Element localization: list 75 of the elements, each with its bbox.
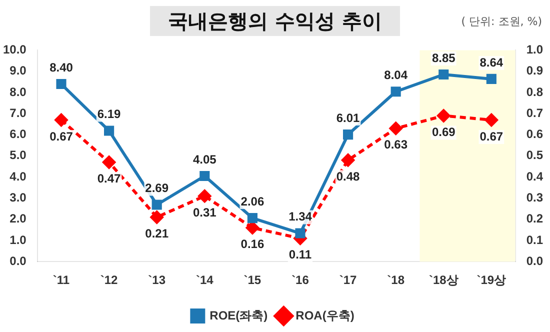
point [152, 200, 162, 210]
point [200, 170, 210, 182]
y-tick-label: 2.0 [10, 212, 27, 226]
point [342, 154, 355, 167]
y-tick-label: 7.0 [10, 106, 27, 120]
point [104, 126, 114, 136]
x-tick-label: `13 [148, 273, 166, 288]
x-tick-label: `11 [52, 273, 70, 288]
text: ( 단위: 조원, %) [461, 14, 542, 29]
point [150, 210, 164, 224]
point [342, 130, 354, 140]
point [102, 156, 116, 169]
y2-tick-label: 0.2 [526, 212, 544, 226]
point [486, 74, 496, 84]
y2-tick-label: 0.0 [526, 254, 544, 268]
y-tick-label: 3.0 [10, 190, 27, 204]
data-label: 0.47 [97, 172, 122, 186]
y2-tick-label: 1.0 [526, 42, 544, 57]
data-label: 8.85 [432, 50, 456, 65]
y2-tick-label: 0.8 [526, 84, 544, 99]
y-tick-label: 1.0 [10, 232, 27, 247]
y2-tick-label: 0.9 [526, 64, 544, 78]
legend-label: ROE(좌축) [210, 308, 268, 322]
x-tick-label: `18상 [428, 273, 458, 288]
data-label: 8.64 [480, 55, 504, 70]
point [246, 221, 259, 234]
x-tick-label: `18 [387, 273, 405, 288]
data-label: 1.34 [288, 210, 312, 224]
y-tick-label: 10.0 [2, 42, 27, 57]
x-tick-label: `19상 [476, 273, 506, 288]
x-tick-label: `15 [244, 273, 262, 288]
data-label: 6.19 [97, 107, 122, 122]
data-label: 0.67 [50, 129, 74, 144]
chart-title: 국내은행의 수익성 추이 [168, 8, 382, 34]
y-tick-label: 4.0 [10, 169, 27, 184]
point [295, 228, 306, 238]
y2-tick-label: 0.7 [526, 106, 544, 120]
data-label: 0.11 [288, 248, 312, 262]
data-label: 2.06 [240, 194, 264, 208]
x-tick-label: `12 [100, 273, 118, 288]
point [56, 78, 66, 90]
data-label: 0.31 [192, 205, 217, 220]
y-tick-label: 8.0 [10, 84, 27, 99]
data-label: 0.48 [336, 169, 360, 184]
point [198, 190, 212, 203]
data-label: 0.21 [145, 226, 169, 241]
point [389, 122, 402, 135]
data-label: 2.69 [145, 181, 169, 196]
point [438, 69, 449, 80]
y-tick-label: 5.0 [10, 148, 27, 162]
y2-tick-label: 0.6 [526, 127, 544, 142]
y2-tick-label: 0.4 [526, 169, 544, 184]
data-label: 4.05 [192, 152, 217, 166]
data-label: 8.04 [384, 68, 408, 82]
point [484, 113, 498, 126]
y2-tick-label: 0.3 [526, 190, 544, 204]
data-label: 6.01 [336, 110, 360, 125]
point [437, 109, 450, 122]
data-label: 0.67 [480, 129, 504, 144]
data-label: 8.40 [50, 60, 74, 74]
point [390, 86, 401, 97]
y2-tick-label: 0.1 [526, 232, 544, 247]
x-tick-label: `14 [196, 273, 214, 288]
x-tick-label: `17 [339, 273, 358, 288]
x-tick-label: `16 [292, 273, 310, 288]
data-label: 0.63 [384, 138, 408, 152]
y-tick-label: 6.0 [10, 127, 27, 142]
y-tick-label: 9.0 [10, 64, 27, 78]
point [247, 213, 258, 224]
data-label: 0.16 [240, 237, 264, 252]
data-label: 0.69 [432, 125, 456, 140]
y2-tick-label: 0.5 [526, 148, 544, 162]
legend-label: ROA(우축) [296, 308, 354, 322]
y-tick-label: 0.0 [10, 254, 27, 268]
point [54, 113, 68, 126]
